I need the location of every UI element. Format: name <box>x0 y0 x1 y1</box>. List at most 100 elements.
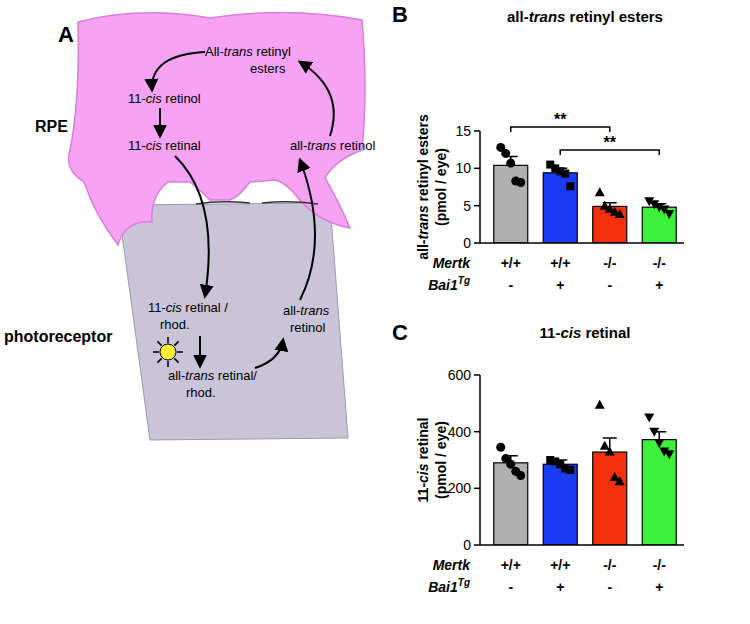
node-label: All-trans retinyl <box>205 44 291 59</box>
y-tick <box>474 488 480 490</box>
text-part: cis <box>560 324 581 341</box>
region-label: photoreceptor <box>4 328 112 345</box>
text-part: cis <box>415 463 431 483</box>
data-point <box>649 428 659 437</box>
data-point <box>605 447 615 456</box>
data-point <box>654 439 664 448</box>
data-point <box>644 414 654 423</box>
bar <box>494 463 528 545</box>
region-label: RPE <box>35 118 68 135</box>
text-part: trans <box>300 303 329 318</box>
genotype-superscript: Tg <box>458 577 470 588</box>
y-tick <box>474 168 480 170</box>
genotype-value: -/- <box>603 255 617 271</box>
genotype-superscript: Tg <box>458 275 470 286</box>
light-icon <box>153 337 183 367</box>
data-point <box>566 466 574 474</box>
y-tick <box>474 130 480 132</box>
text-part: rhod. <box>186 385 216 400</box>
text-part: 11- <box>148 300 166 315</box>
rpe-shape <box>69 12 365 245</box>
node-label: rhod. <box>160 317 190 332</box>
light-ray <box>157 358 161 362</box>
bar <box>543 173 577 243</box>
text-part: (pmol / eye) <box>433 421 449 499</box>
y-axis <box>479 131 481 243</box>
light-ray <box>167 337 169 343</box>
panel-label: B <box>392 2 408 27</box>
genotype-label: Bai1Tg <box>428 577 470 595</box>
data-point <box>561 170 569 178</box>
text-part: retinal <box>581 324 630 341</box>
node-label: all-trans retinol <box>290 138 375 153</box>
data-point <box>595 187 605 196</box>
genotype-value: + <box>655 579 663 595</box>
text-part: all- <box>290 138 307 153</box>
light-ray <box>177 351 183 353</box>
text-part: all- <box>507 8 529 25</box>
y-tick-label: 200 <box>448 480 472 496</box>
y-axis-label: (pmol / eye) <box>433 148 449 226</box>
genotype-name: Mertk <box>433 255 472 271</box>
y-tick <box>474 431 480 433</box>
arrow <box>199 336 201 366</box>
genotype-label: Mertk <box>433 255 472 271</box>
text-part: 11- <box>415 483 431 503</box>
panel-label: C <box>392 320 408 345</box>
data-point <box>566 182 574 190</box>
light-ray <box>167 361 169 367</box>
node-label: rhod. <box>186 385 216 400</box>
photoreceptor-shape <box>118 203 348 440</box>
chart-title: all-trans retinyl esters <box>507 8 663 25</box>
y-tick-label: 0 <box>463 235 471 251</box>
node-label: 11-cis retinol <box>128 91 201 106</box>
arrow <box>300 62 334 136</box>
text-part: retinol <box>336 138 375 153</box>
y-tick-label: 0 <box>463 537 471 553</box>
genotype-value: - <box>607 277 612 293</box>
text-part: all- <box>283 303 300 318</box>
y-tick <box>474 242 480 244</box>
data-point <box>664 210 674 219</box>
y-tick-label: 10 <box>455 160 471 176</box>
text-part: trans <box>307 138 336 153</box>
data-point <box>516 471 525 480</box>
node-label: all-trans <box>283 303 330 318</box>
data-point <box>615 209 625 218</box>
text-part: retinyl esters <box>565 8 663 25</box>
data-point <box>664 450 674 459</box>
text-part: retinal <box>162 138 201 153</box>
genotype-value: -/- <box>603 557 617 573</box>
genotype-value: + <box>556 579 564 595</box>
light-ray <box>174 358 178 362</box>
genotype-value: - <box>508 579 513 595</box>
panel-a: ARPEphotoreceptorAll-trans retinylesters… <box>4 12 375 440</box>
data-point <box>506 159 515 168</box>
y-tick-label: 600 <box>448 367 472 383</box>
significance-label: ** <box>554 111 567 128</box>
genotype-value: - <box>607 579 612 595</box>
data-point <box>516 178 525 187</box>
y-tick-label: 15 <box>455 123 471 139</box>
bar <box>543 464 577 545</box>
text-part: retinol <box>162 91 201 106</box>
text-part: retinal <box>415 418 431 464</box>
text-part: retinyl esters <box>415 114 431 205</box>
genotype-value: +/+ <box>550 255 570 271</box>
membrane-line <box>196 202 318 204</box>
x-axis <box>480 544 684 546</box>
panel-label: A <box>58 22 74 47</box>
text-part: trans <box>224 44 253 59</box>
arrow <box>152 52 205 90</box>
text-part: all- <box>168 368 185 383</box>
genotype-value: +/+ <box>550 557 570 573</box>
data-point <box>595 400 605 409</box>
y-tick <box>474 544 480 546</box>
genotype-value: + <box>655 277 663 293</box>
marks <box>494 400 677 545</box>
text-part: trans <box>529 8 566 25</box>
node-label: 11-cis retinal <box>128 138 201 153</box>
arrow <box>159 108 161 136</box>
text-part: cis <box>146 91 162 106</box>
genotype-value: + <box>556 277 564 293</box>
